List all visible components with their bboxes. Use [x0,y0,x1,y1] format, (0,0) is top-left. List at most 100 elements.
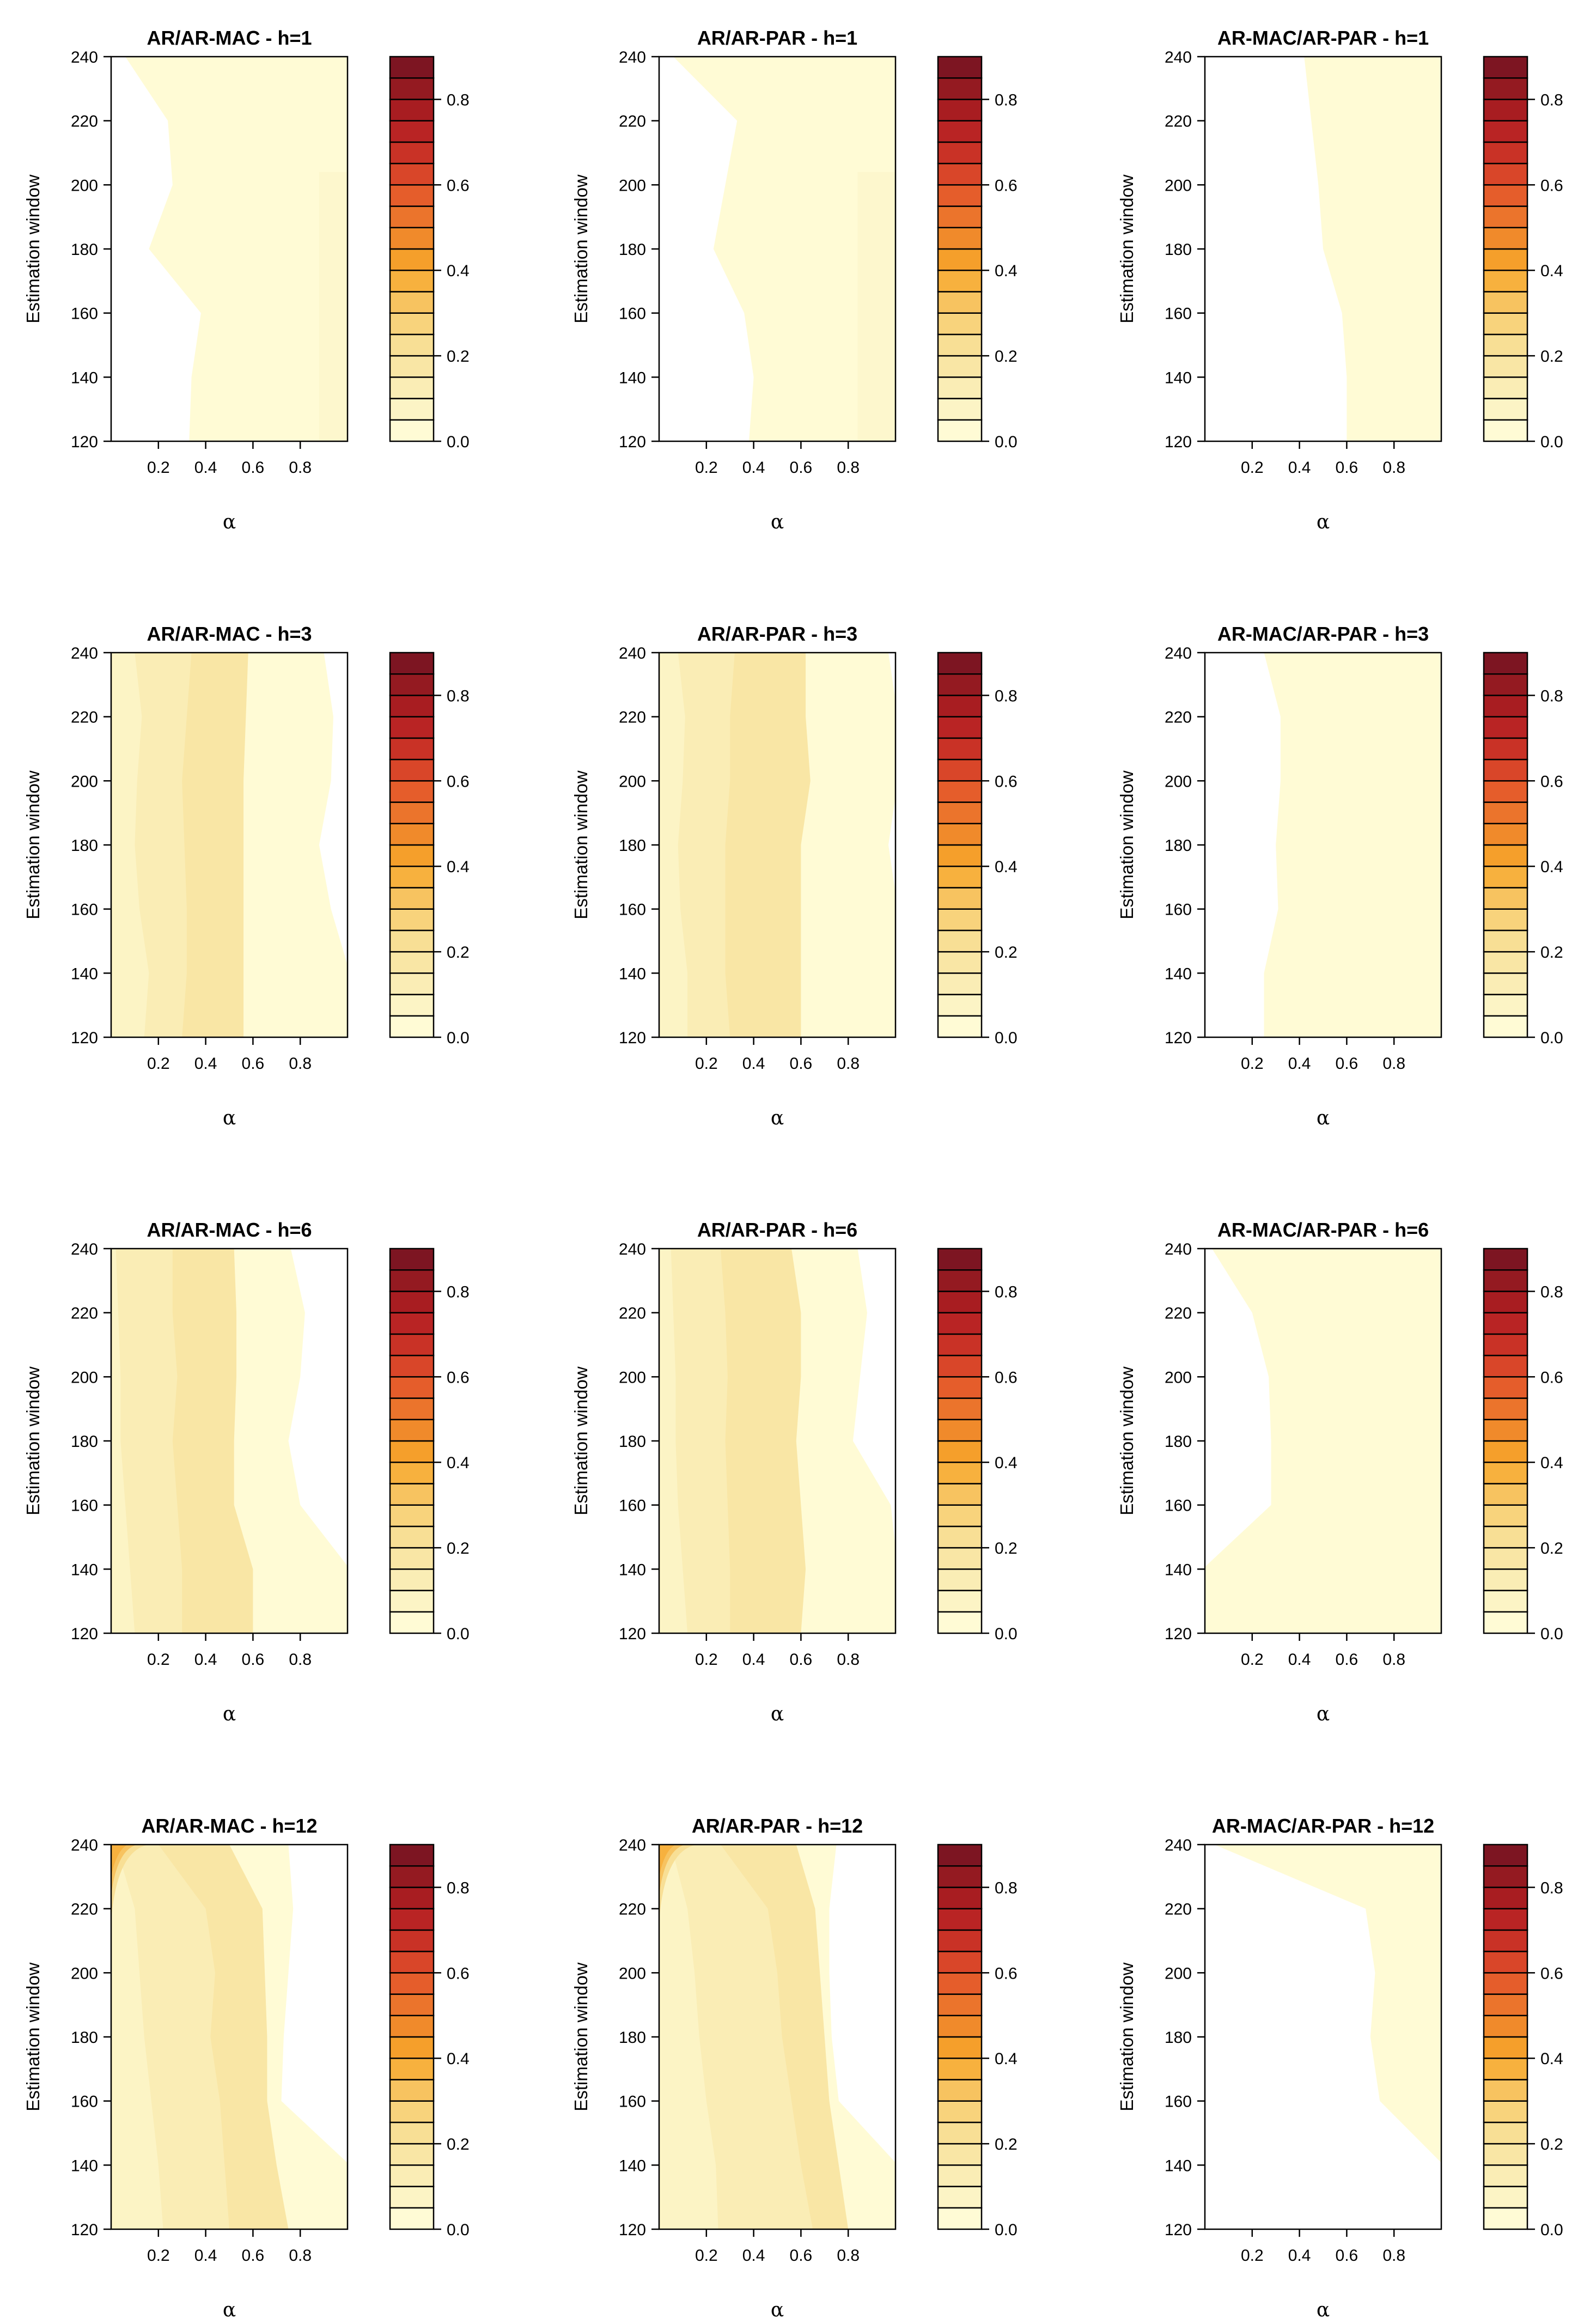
y-tick-label: 160 [1165,305,1192,323]
colorbar-level [1483,1525,1528,1549]
level-region [659,1845,676,1877]
colorbar-level [389,1865,435,1888]
x-tick-label: 0.2 [1241,1651,1264,1669]
level-region [111,653,149,1037]
colorbar-tick-label: 0.4 [447,858,470,876]
colorbar-level [389,1483,435,1506]
colorbar-level [1483,1248,1528,1271]
x-tick-label: 0.4 [1288,1055,1311,1073]
colorbar-level [389,951,435,974]
colorbar-level [937,1015,983,1038]
y-tick-label: 140 [619,1561,646,1579]
y-tick-label: 240 [71,1240,98,1258]
colorbar-level [1483,1568,1528,1591]
level-region [857,172,895,441]
y-tick-label: 200 [71,1368,98,1386]
panel-8: AR/AR-PAR - h=6 120 140 160 180 200 220 240 Esti… [571,1219,1018,1725]
x-tick-label: 0.4 [742,1055,765,1073]
level-region [111,1845,163,2229]
colorbar-level [1483,972,1528,995]
colorbar-level [1483,887,1528,910]
colorbar-level [1483,2121,1528,2145]
y-tick-label: 240 [71,644,98,662]
colorbar-level [389,673,435,696]
colorbar-level [1483,1908,1528,1931]
colorbar-level [389,2186,435,2209]
panel-title: AR/AR-MAC - h=12 [141,1815,317,1837]
colorbar-level [937,1525,983,1549]
colorbar-tick-label: 0.8 [447,1283,470,1301]
colorbar-level [1483,1483,1528,1506]
colorbar-level [389,1908,435,1931]
x-tick-label: 0.8 [837,1055,860,1073]
y-tick-label: 160 [619,305,646,323]
y-tick-label: 200 [619,1368,646,1386]
colorbar-level [1483,1312,1528,1335]
colorbar-level [937,908,983,932]
x-tick-label: 0.2 [147,1651,170,1669]
colorbar-level [937,673,983,696]
colorbar-tick-label: 0.4 [995,1454,1018,1472]
colorbar-tick-label: 0.2 [447,348,470,366]
colorbar-level [937,120,983,143]
colorbar-level [937,1950,983,1974]
y-tick-label: 220 [71,709,98,727]
colorbar-tick-label: 0.6 [995,772,1018,790]
colorbar-level [389,2057,435,2080]
no-data-region [829,1845,895,2163]
y-tick-label: 220 [619,1901,646,1919]
x-tick-label: 0.8 [1382,1651,1405,1669]
y-tick-label: 140 [619,2157,646,2175]
colorbar-tick-label: 0.0 [1540,1029,1563,1047]
colorbar-level [389,1590,435,1613]
level-region [659,1845,697,1922]
colorbar-level [937,56,983,79]
colorbar-level [1483,99,1528,121]
x-tick-label: 0.4 [1288,1651,1311,1669]
colorbar-level [389,269,435,293]
colorbar-level [1483,2079,1528,2102]
colorbar-level [937,2121,983,2145]
colorbar-tick-label: 0.4 [447,262,470,280]
y-axis-label: Estimation window [23,1962,43,2111]
plot-area [659,1845,895,2229]
colorbar-level [1483,162,1528,186]
y-tick-label: 140 [619,369,646,387]
colorbar-tick-label: 0.0 [1540,1625,1563,1643]
panel-title: AR/AR-PAR - h=3 [697,623,857,645]
colorbar-tick-label: 0.4 [995,262,1018,280]
colorbar-level [389,1291,435,1313]
level-region [659,653,688,1037]
colorbar-level [937,1354,983,1378]
colorbar-level [937,162,983,186]
x-tick-label: 0.6 [790,459,813,477]
colorbar-tick-label: 0.4 [1540,2050,1563,2068]
colorbar-tick-label: 0.2 [447,1540,470,1558]
colorbar-level [1483,227,1528,250]
x-tick-label: 0.2 [147,459,170,477]
plot-area [111,1249,348,1633]
colorbar-level [1483,1291,1528,1313]
colorbar-level [1483,1865,1528,1888]
colorbar-level [937,865,983,889]
y-axis-label: Estimation window [1117,1962,1137,2111]
x-axis-label: α [223,511,236,533]
colorbar-level [389,1333,435,1356]
x-tick-label: 0.6 [242,1055,265,1073]
colorbar-level [937,227,983,250]
colorbar-level [1483,1440,1528,1463]
x-axis-label: α [223,1703,236,1725]
colorbar-level [389,205,435,229]
colorbar-level [389,56,435,79]
colorbar-level [1483,780,1528,803]
y-tick-label: 240 [71,48,98,66]
panel-title: AR-MAC/AR-PAR - h=6 [1217,1219,1429,1241]
colorbar-tick-label: 0.6 [1540,772,1563,790]
colorbar-level [1483,2207,1528,2230]
colorbar-level [937,1972,983,1995]
y-tick-label: 180 [71,241,98,259]
colorbar-tick-label: 0.6 [447,1964,470,1982]
plot-area [1205,57,1441,441]
y-tick-label: 140 [71,2157,98,2175]
colorbar-level [389,2079,435,2102]
